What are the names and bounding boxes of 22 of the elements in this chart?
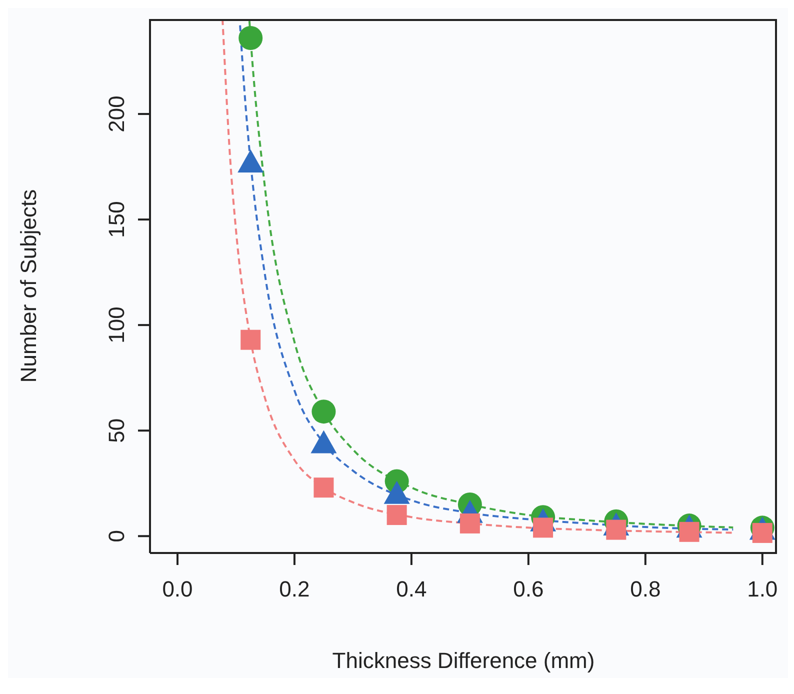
x-tick-label: 0.0 <box>162 576 193 602</box>
x-tick-label: 0.4 <box>396 576 427 602</box>
point <box>384 480 410 504</box>
point <box>238 26 263 50</box>
point <box>310 430 337 454</box>
y-tick-label: 0 <box>104 530 129 542</box>
x-tick-label: 1.0 <box>747 576 778 602</box>
x-tick-label: 0.6 <box>513 576 544 602</box>
y-tick-label: 150 <box>104 201 129 238</box>
point <box>312 400 336 424</box>
point <box>386 505 407 526</box>
y-tick-label: 50 <box>104 418 129 443</box>
y-tick-label: 200 <box>104 96 129 132</box>
point <box>460 513 480 534</box>
point <box>314 478 334 498</box>
point <box>240 330 261 350</box>
y-axis-title: Number of Subjects <box>16 189 41 383</box>
y-tick-label: 100 <box>104 306 129 344</box>
x-axis-title: Thickness Difference (mm) <box>332 648 595 673</box>
point <box>238 150 264 173</box>
x-tick-label: 0.2 <box>279 576 310 602</box>
x-tick-label: 0.8 <box>630 576 661 602</box>
